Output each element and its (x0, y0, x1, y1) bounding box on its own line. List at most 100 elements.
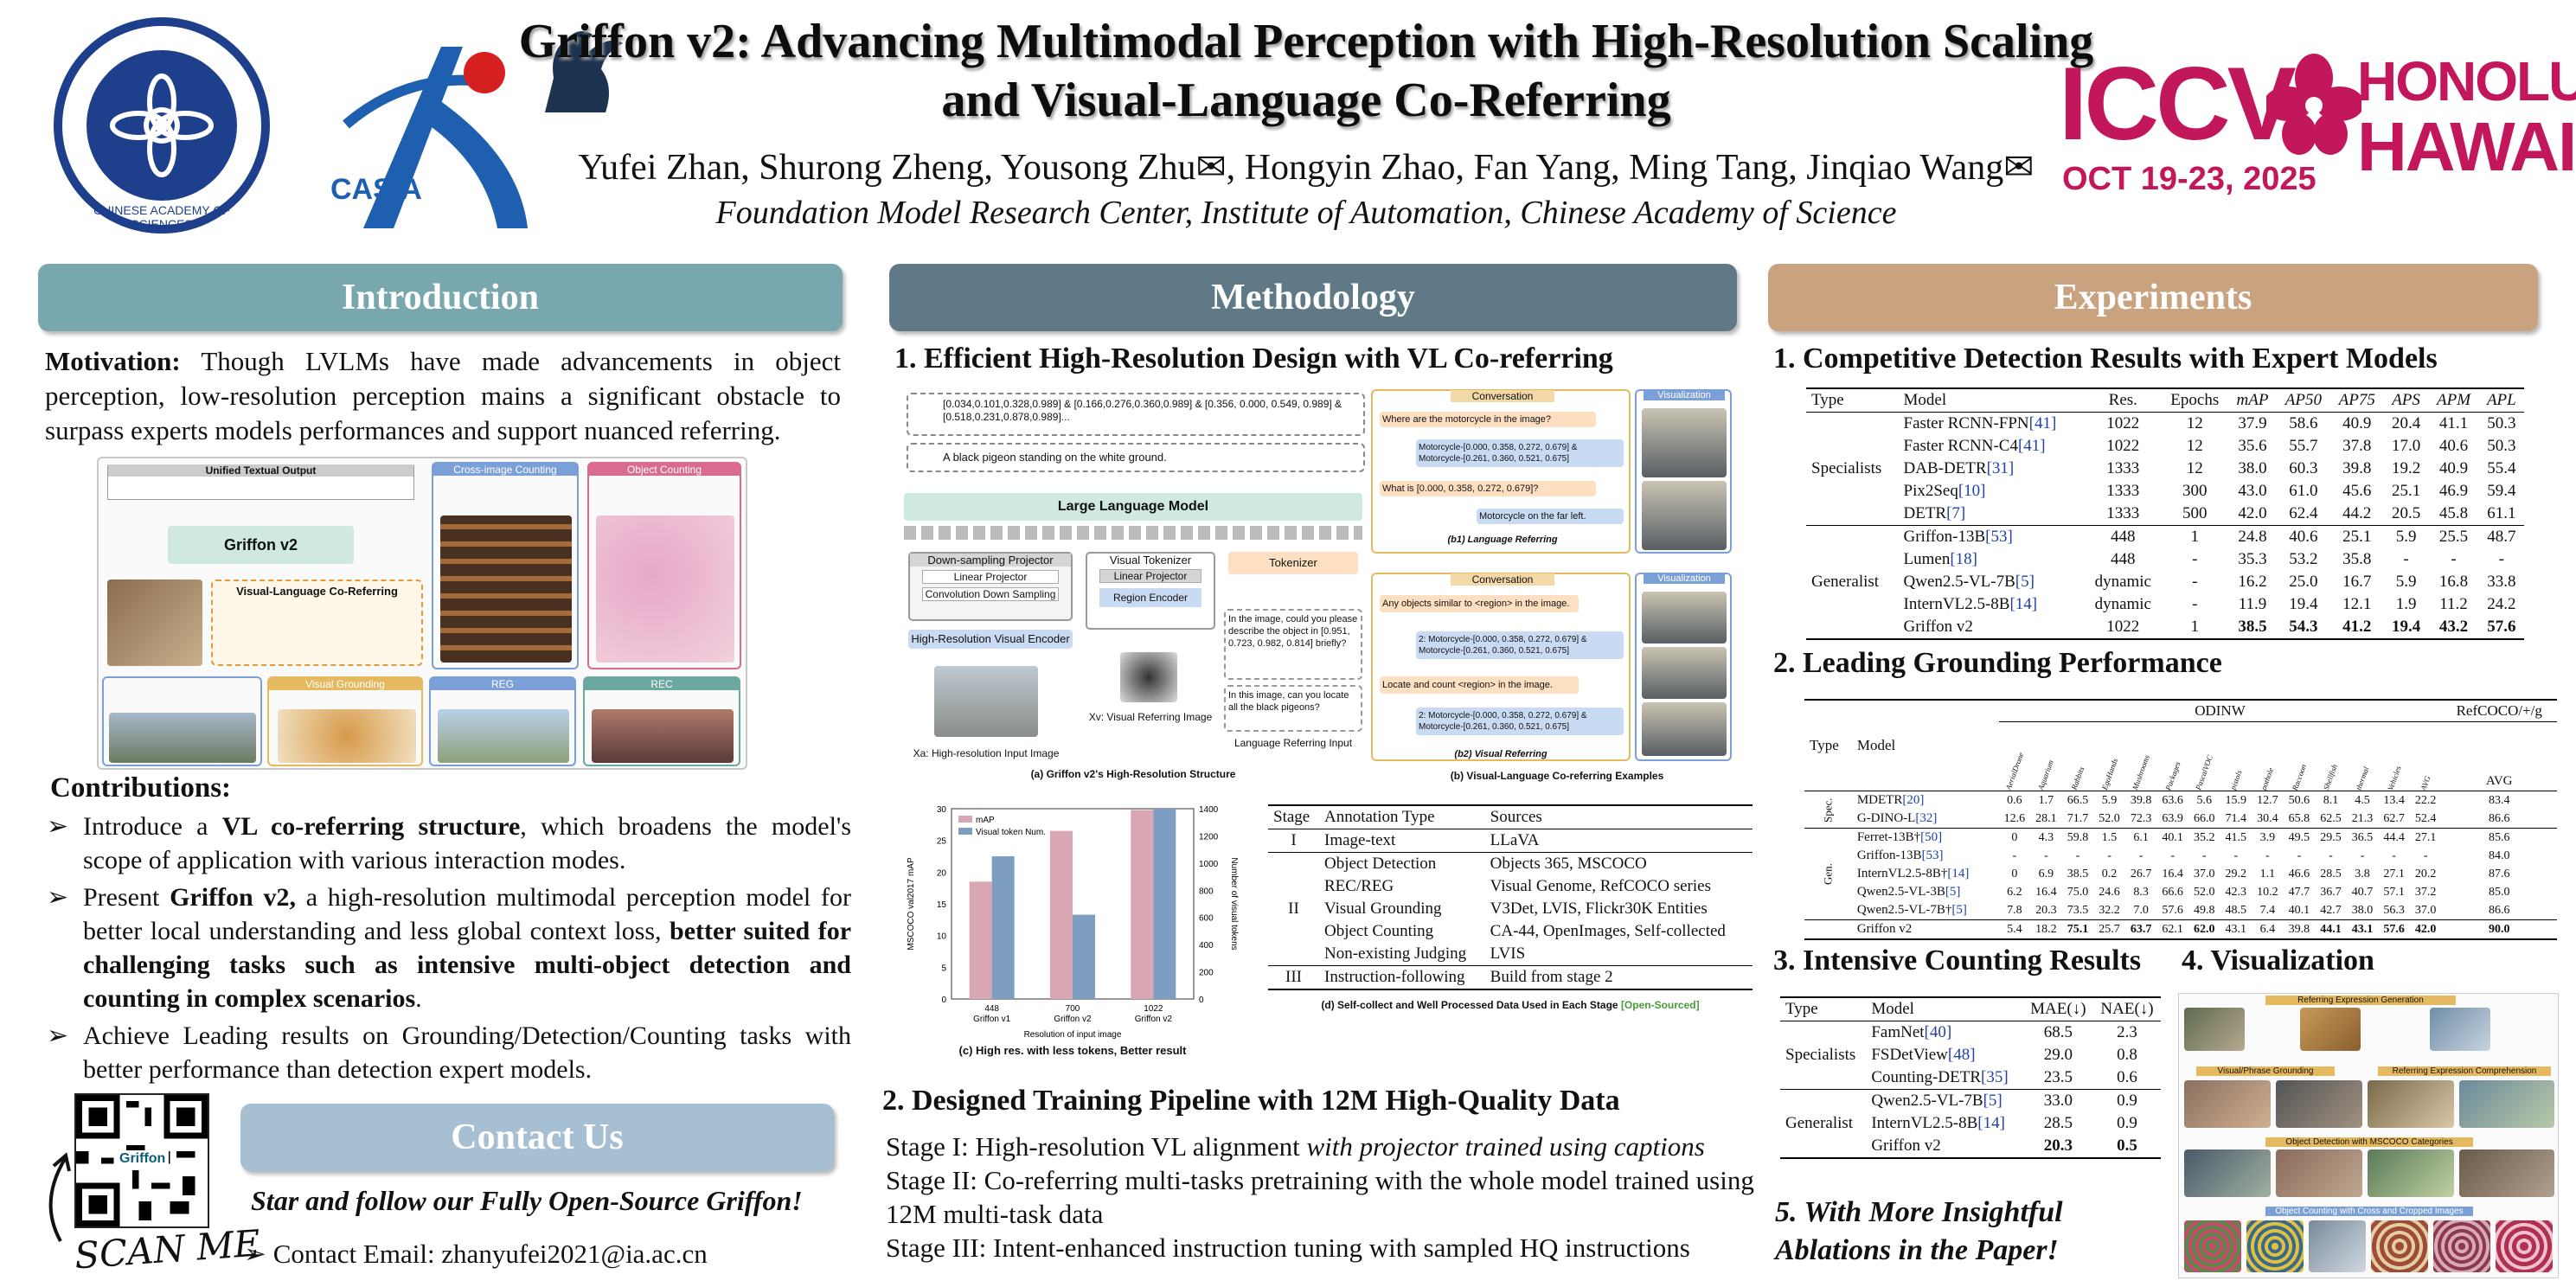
model-cell: Qwen2.5-VL-3B[5] (1856, 885, 1961, 899)
value-cell: 448 (2111, 550, 2136, 568)
value-cell: - (2360, 848, 2365, 862)
value-cell: 62.4 (2289, 504, 2318, 522)
value-cell: 62.5 (2320, 811, 2342, 825)
x-tick-label: Griffon v1 (973, 1015, 1011, 1024)
vis-label: Referring Expression Comprehension (2378, 1066, 2551, 1076)
value-cell: 24.8 (2238, 528, 2267, 546)
value-cell: 62.0 (2193, 922, 2215, 936)
model-cell: Faster RCNN-C4[41] (1903, 437, 2046, 455)
detection-header: Res. (2085, 387, 2162, 413)
stage-cell: III (1285, 968, 1302, 986)
value-cell: 57.6 (2383, 922, 2405, 936)
group-type (1804, 920, 1852, 940)
contribution-item: Achieve Leading results on Grounding/Det… (47, 1019, 851, 1086)
motorcycle-image (1642, 647, 1727, 699)
model-cell: Qwen2.5-VL-7B[5] (1903, 573, 2035, 591)
value-cell: 0 (2011, 867, 2018, 880)
model-cell: DETR[7] (1903, 504, 1966, 522)
odinw-column-header: EgoHands (2093, 721, 2125, 791)
value-cell: 84.0 (2488, 848, 2510, 862)
value-cell: 29.2 (2225, 867, 2247, 880)
value-cell: 59.4 (2487, 482, 2516, 500)
y-right-tick-label: 600 (1199, 914, 1214, 924)
value-cell: 37.8 (2342, 437, 2372, 455)
output-box-1: [0.034,0.101,0.328,0.989] & [0.166,0.276… (907, 393, 1365, 436)
caption-b: (b) Visual-Language Co-referring Example… (1450, 770, 1664, 782)
value-cell: 38.0 (2238, 459, 2267, 477)
contact-heading: Contact Us (240, 1104, 834, 1171)
annotation-cell: Visual Grounding (1324, 900, 1442, 918)
value-cell: 35.2 (2193, 830, 2215, 844)
odinw-column-header: Aquarium (2030, 721, 2062, 791)
visual-tokenizer: Visual Tokenizer Linear Projector Region… (1086, 552, 1215, 630)
value-cell: 66.5 (2067, 793, 2089, 807)
grounding-row: Spec. MDETR[20] 0.6 1.7 66.5 5.9 39.8 63.6 5.6 15… (1804, 791, 2557, 822)
chat-answer: 2: Motorcycle-[0.000, 0.358, 0.272, 0.67… (1416, 631, 1624, 659)
value-cell: 87.6 (2488, 867, 2510, 880)
contributions-list: Introduce a VL co-referring structure, w… (47, 810, 851, 1090)
counting-header: NAE(↓) (2093, 996, 2161, 1021)
detection-row: Faster RCNN-C4[41] 1022 12 35.6 55.7 37.8 17.0… (1806, 435, 2524, 458)
exp-subheading-3: 3. Intensive Counting Results (1773, 944, 2142, 976)
detection-header: mAP (2228, 387, 2277, 413)
value-cell: - (2201, 848, 2207, 862)
value-cell: 86.6 (2488, 903, 2510, 917)
odinw-column-header: thermal (2346, 721, 2379, 791)
value-cell: 16.8 (2438, 573, 2469, 591)
detection-header: APS (2383, 387, 2429, 413)
value-cell: 40.9 (2438, 459, 2469, 477)
vis-image (2309, 1220, 2366, 1272)
value-cell: 55.4 (2487, 459, 2516, 477)
value-cell: 16.7 (2342, 573, 2372, 591)
living-room-image (107, 579, 202, 666)
citation: [14] (2009, 595, 2038, 613)
motorcycle-image (1642, 702, 1727, 756)
vis-image (2184, 1008, 2245, 1051)
value-cell: 12 (2186, 437, 2203, 455)
chat-question: Where are the motorcycle in the image? (1380, 412, 1596, 427)
caption-b1: (b1) Language Referring (1447, 535, 1558, 545)
source-cell: Build from stage 2 (1490, 968, 1613, 986)
y-tick-label: 15 (937, 900, 947, 910)
vis-image (2184, 1080, 2271, 1128)
odinw-column-header: Rabbits (2061, 721, 2094, 791)
introduction-heading: Introduction (38, 264, 843, 331)
object-counting-panel: Object Counting (587, 462, 741, 669)
value-cell: 66.6 (2162, 885, 2183, 899)
contribution-item: Introduce a VL co-referring structure, w… (47, 810, 851, 877)
grounding-row: Griffon-13B[53] - - - - - - - - - - - - - - 84.0 (1804, 847, 2557, 865)
detection-header: Epochs (2161, 387, 2229, 413)
value-cell: 4.5 (2355, 793, 2370, 807)
architecture-diagram: [0.034,0.101,0.328,0.989] & [0.166,0.276… (900, 389, 1367, 787)
contact-email[interactable]: ➢ Contact Email: zhanyufei2021@ia.ac.cn (244, 1239, 708, 1269)
value-cell: 39.8 (2342, 459, 2372, 477)
exp-subheading-5: 5. With More Insightful Ablations in the… (1775, 1196, 2063, 1266)
visual-grounding-label: Visual Grounding (269, 678, 421, 690)
value-cell: 36.7 (2320, 885, 2342, 899)
value-cell: - (2498, 550, 2504, 568)
reg-panel: REG (429, 676, 576, 766)
visual-referring-panel: Conversation Any objects similar to <reg… (1371, 573, 1631, 761)
stage-line: Stage II: Co-referring multi-tasks pretr… (886, 1165, 1754, 1229)
value-cell: 61.0 (2289, 482, 2318, 500)
resolution-chart: 0 5 10 15 20 25 30 0 200 400 600 800 1000 1200 1400 448… (900, 800, 1246, 1060)
model-cell: Lumen[18] (1903, 550, 1977, 568)
value-cell: 24.2 (2487, 595, 2516, 613)
value-cell: 63.9 (2162, 811, 2183, 825)
value-cell: 20.3 (2035, 903, 2057, 917)
value-cell: 38.5 (2067, 867, 2089, 880)
value-cell: - (2138, 848, 2143, 862)
counting-row: Specialists FamNet[40] 68.5 2.3 (1780, 1021, 2161, 1064)
citation: [7] (1946, 504, 1966, 522)
odinw-column-header: Raccoon (2283, 721, 2316, 791)
value-cell: 19.4 (2391, 618, 2421, 636)
value-cell: 20.5 (2391, 504, 2421, 522)
iccv-name: ICCV (2059, 46, 2297, 162)
value-cell: 0.9 (2117, 1092, 2137, 1110)
citation: [50] (1920, 830, 1943, 844)
value-cell: 24.6 (2099, 885, 2120, 899)
qr-code[interactable]: Griffon (74, 1093, 209, 1228)
detection-row: Lumen[18] 448 - 35.3 53.2 35.8 - - - (1806, 548, 2524, 571)
value-cell: 12.1 (2342, 595, 2372, 613)
group-type: Generalist (1785, 1114, 1854, 1132)
